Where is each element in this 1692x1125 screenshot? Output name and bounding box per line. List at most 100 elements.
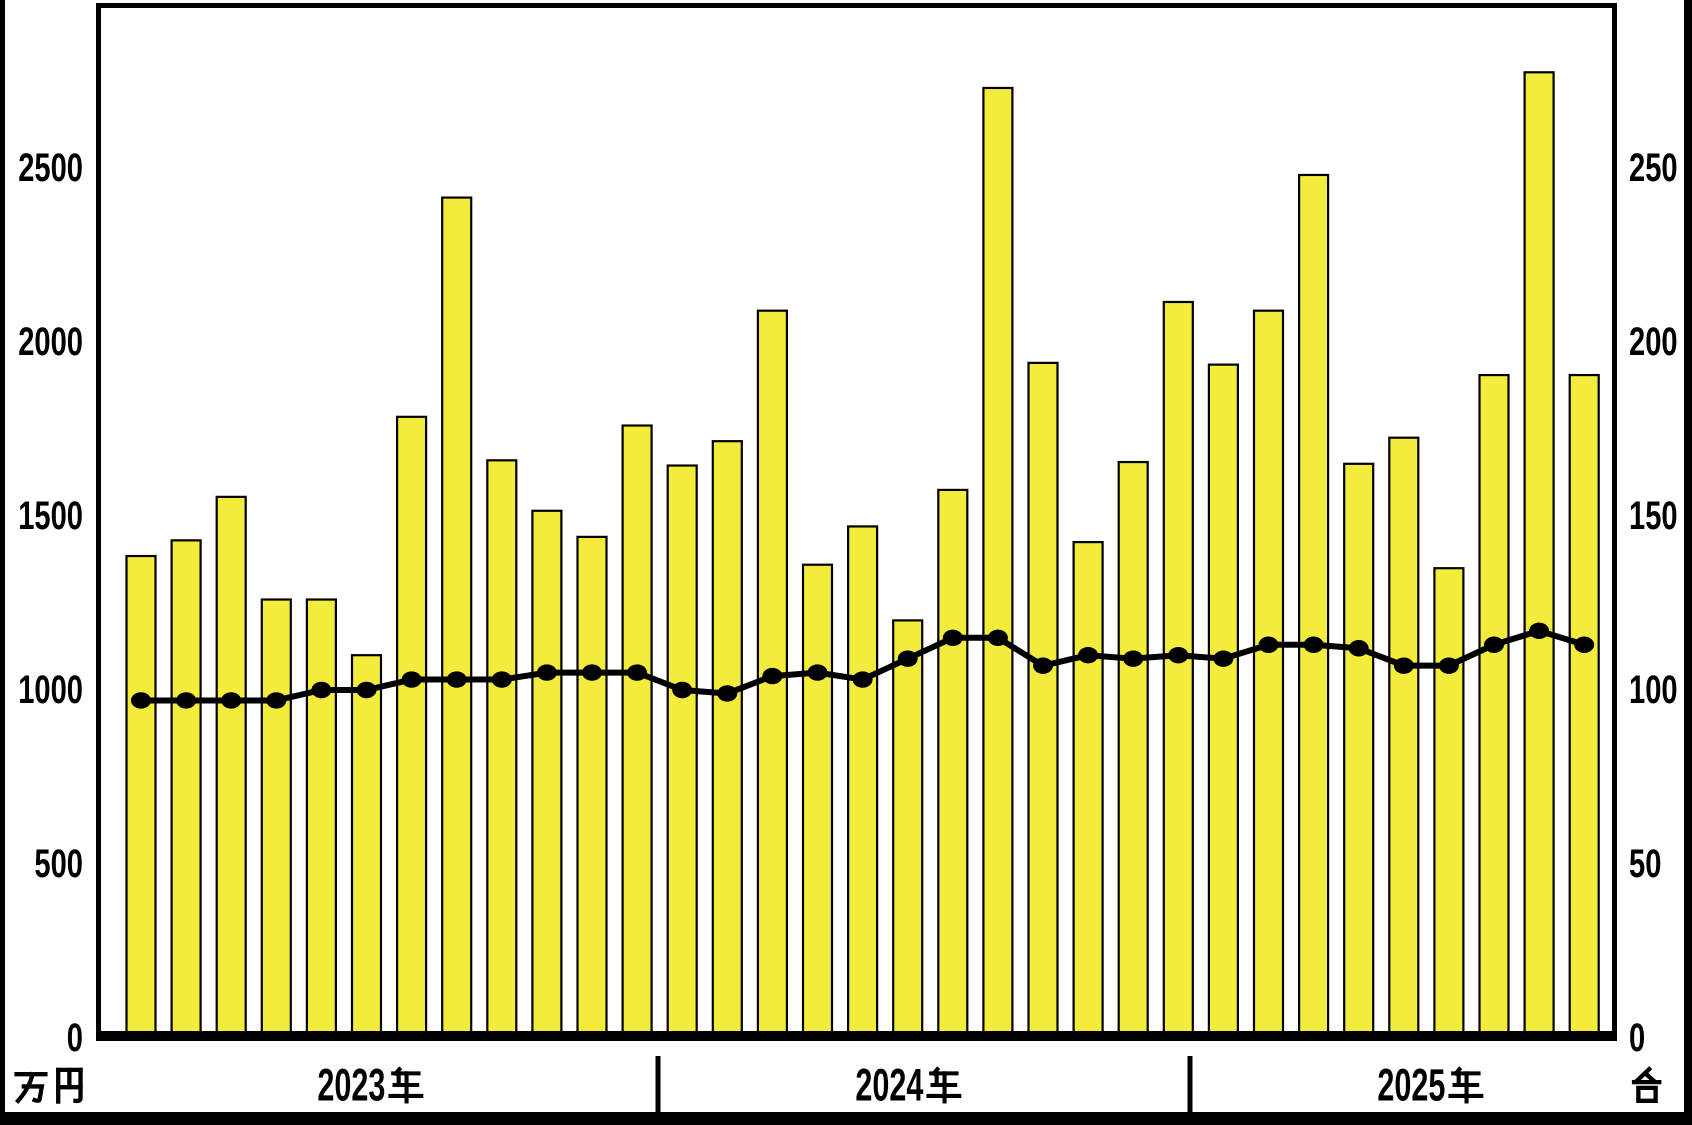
year-label-kanji <box>926 1066 962 1104</box>
bar <box>982 86 1014 1038</box>
bar <box>1568 373 1600 1038</box>
y-axis-label-right: 250 <box>1629 146 1678 190</box>
unit-label-left <box>14 1067 83 1104</box>
bar <box>1072 540 1104 1038</box>
y-axis-label-left: 2500 <box>18 146 83 190</box>
line-point <box>762 667 783 685</box>
line-point <box>1213 650 1234 667</box>
bar <box>170 539 202 1038</box>
bar <box>350 654 383 1038</box>
bar <box>937 488 969 1038</box>
bar <box>531 509 563 1038</box>
line-point <box>446 671 467 688</box>
line-point <box>1438 657 1459 674</box>
bar <box>711 440 743 1038</box>
y-axis-label-left: 500 <box>34 842 83 886</box>
y-axis-label-left: 0 <box>67 1016 83 1060</box>
x-axis-line <box>96 1031 1617 1041</box>
unit-left-kanji-stroke <box>21 1084 45 1103</box>
year-divider-tick <box>655 1056 661 1112</box>
bar <box>486 459 518 1038</box>
line-point <box>1393 657 1414 674</box>
line-point <box>1123 650 1144 667</box>
line-point <box>627 664 648 681</box>
line-point <box>221 692 242 709</box>
bar <box>125 554 157 1038</box>
bar-series <box>125 71 1600 1038</box>
bar <box>1433 567 1465 1038</box>
page-frame-left <box>0 0 5 1125</box>
bar <box>1388 436 1420 1038</box>
y-axis-label-right: 0 <box>1629 1016 1645 1060</box>
line-point <box>176 692 197 709</box>
line-point <box>942 629 963 646</box>
line-point <box>536 664 557 681</box>
line-point <box>266 692 287 709</box>
line-point <box>807 664 828 681</box>
line-point <box>1258 636 1279 653</box>
bar <box>1252 309 1285 1038</box>
page-frame-right <box>1684 0 1692 1125</box>
bar <box>1343 462 1375 1038</box>
y-axis-label-right: 150 <box>1629 494 1678 538</box>
bar <box>1523 71 1555 1038</box>
unit-right-kanji-stroke <box>1636 1085 1658 1104</box>
year-label-kanji <box>388 1066 424 1104</box>
unit-left-kanji-stroke <box>73 1067 83 1104</box>
bar <box>1478 373 1510 1038</box>
bar <box>396 415 428 1038</box>
line-point <box>401 671 422 688</box>
y-axis-label-left: 2000 <box>18 320 83 364</box>
line-point <box>987 629 1008 646</box>
bar <box>892 619 924 1038</box>
bar <box>576 535 608 1038</box>
bar <box>621 424 653 1038</box>
line-point <box>356 681 377 699</box>
bar <box>846 525 879 1038</box>
line-point <box>1078 647 1099 664</box>
bar <box>666 464 698 1038</box>
line-point <box>672 681 693 699</box>
plot-border-top <box>96 3 1617 8</box>
year-label-text: 2025 <box>1377 1060 1445 1111</box>
line-point <box>852 671 873 688</box>
bar <box>1027 361 1059 1038</box>
y-axis-label-left: 1000 <box>18 668 83 712</box>
bar <box>1162 300 1194 1038</box>
line-point <box>1574 636 1595 653</box>
unit-right-kanji-stroke <box>1633 1066 1653 1085</box>
bar <box>1297 173 1330 1038</box>
line-point <box>131 692 151 709</box>
y-axis-label-right: 50 <box>1629 842 1661 886</box>
y-axis-label-right: 100 <box>1629 668 1678 712</box>
unit-right-kanji-stroke <box>1643 1071 1656 1084</box>
year-label-kanji <box>1448 1066 1484 1104</box>
line-point <box>1529 622 1550 640</box>
line-point <box>1303 636 1324 653</box>
unit-right-kanji <box>1631 1066 1662 1104</box>
bar <box>801 563 834 1038</box>
line-point <box>1033 657 1053 674</box>
line-point <box>897 650 918 667</box>
plot-border-right <box>1612 3 1617 1038</box>
unit-left-kanji <box>56 1067 83 1104</box>
line-point <box>311 681 332 699</box>
unit-left-kanji <box>14 1071 48 1104</box>
year-label-text: 2023 <box>317 1060 385 1111</box>
year-label-text: 2024 <box>855 1060 923 1111</box>
bar <box>260 598 292 1038</box>
line-point <box>1168 647 1189 664</box>
y-axis-label-right: 200 <box>1629 320 1678 364</box>
bar <box>305 598 337 1038</box>
bar <box>1207 363 1240 1038</box>
page-frame-bottom <box>0 1112 1692 1125</box>
bar <box>1117 460 1149 1038</box>
y-axis-label-left: 1500 <box>18 494 83 538</box>
bar <box>441 196 473 1038</box>
unit-label-right <box>1631 1066 1662 1104</box>
line-point <box>717 685 738 702</box>
plot-border-left <box>96 3 101 1038</box>
line-point <box>1484 636 1504 653</box>
